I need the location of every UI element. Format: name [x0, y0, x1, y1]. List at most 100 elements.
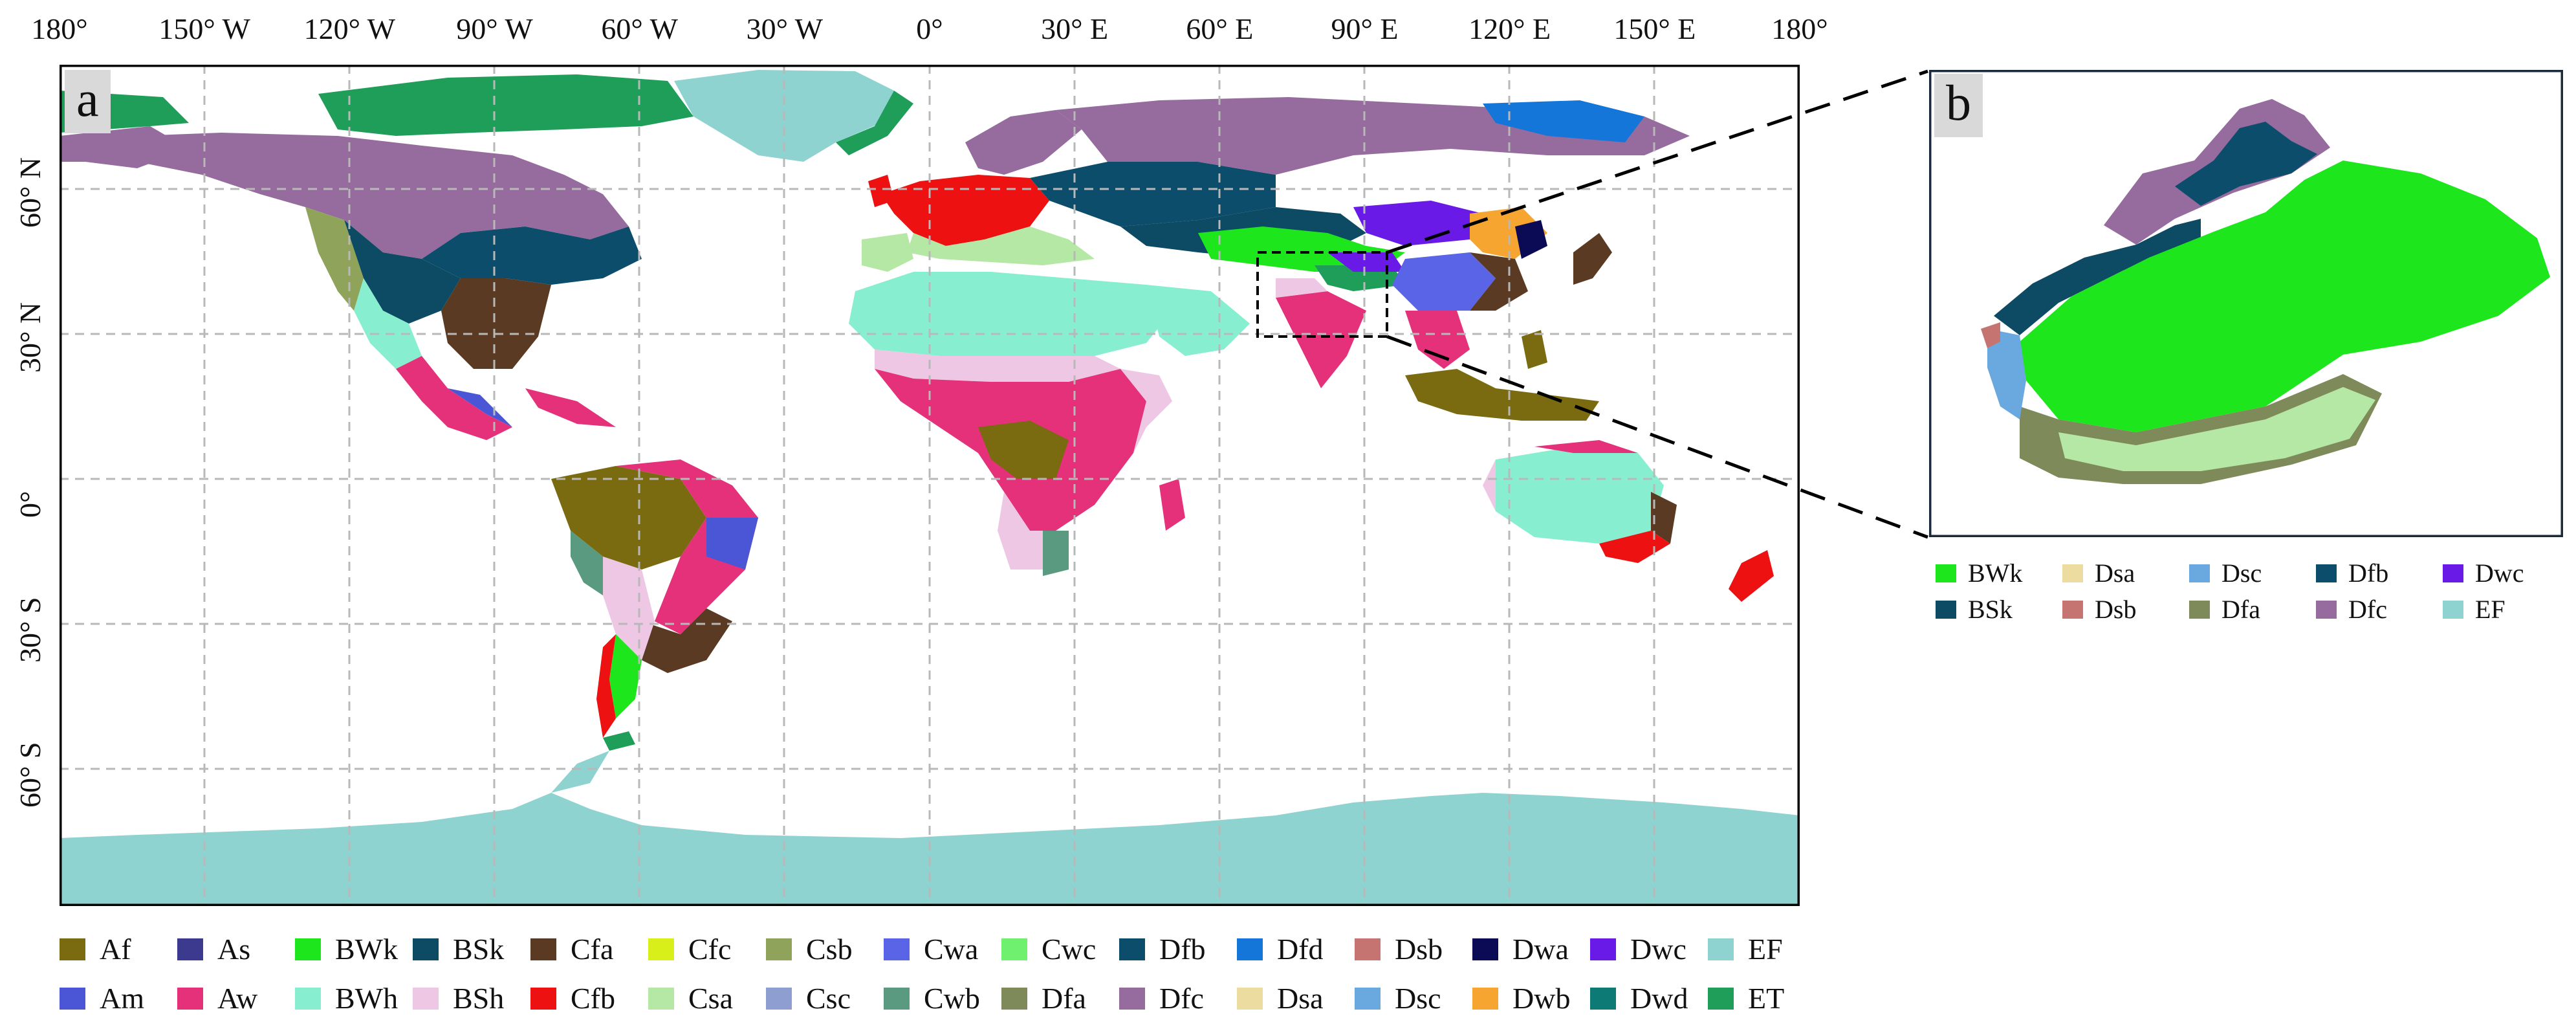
legend-label: Dsc: [1395, 982, 1441, 1015]
antarctic-peninsula: [551, 751, 609, 793]
legend-main-item-am: Am: [60, 981, 144, 1015]
patagonia-bwk: [609, 634, 642, 718]
legend-label: Dfa: [1042, 982, 1086, 1015]
legend-main-item-aw: Aw: [177, 981, 257, 1015]
legend-main-item-dsa: Dsa: [1237, 981, 1324, 1015]
legend-main-item-dfa: Dfa: [1001, 981, 1086, 1015]
patagonia-cfb: [596, 634, 616, 738]
australia-cfb: [1599, 531, 1670, 563]
legend-main-item-dsc: Dsc: [1355, 981, 1441, 1015]
panel-b-letter: b: [1934, 74, 1983, 137]
legend-label: ET: [1748, 982, 1785, 1015]
legend-swatch: [177, 938, 203, 960]
longitude-label: 180°: [31, 12, 88, 45]
legend-swatch: [1001, 987, 1027, 1010]
legend-swatch: [2316, 564, 2337, 582]
south-america-cwb: [571, 531, 603, 595]
legend-label: Cwa: [924, 933, 979, 966]
legend-inset-item-ef: EF: [2443, 594, 2505, 625]
legend-label: Csb: [806, 933, 853, 966]
legend-label: Aw: [217, 982, 258, 1015]
legend-main-item-csc: Csc: [766, 981, 851, 1015]
longitude-label: 150° W: [158, 12, 250, 45]
legend-label: Dfc: [1159, 982, 1204, 1015]
japan-cfa: [1573, 233, 1612, 285]
longitude-label: 90° W: [456, 12, 533, 45]
longitude-label: 0°: [916, 12, 943, 45]
legend-swatch: [413, 987, 439, 1010]
south-america-cfa: [642, 608, 732, 673]
legend-inset-item-dsa: Dsa: [2062, 558, 2135, 588]
legend-swatch: [1708, 938, 1734, 960]
legend-main-item-bwk: BWk: [295, 932, 398, 966]
legend-label: Cfc: [688, 933, 732, 966]
legend-label: Dwd: [1630, 982, 1688, 1015]
longitude-label: 30° W: [746, 12, 824, 45]
legend-label: EF: [1748, 933, 1783, 966]
legend-label: Dfb: [2348, 559, 2389, 588]
legend-swatch: [1472, 987, 1498, 1010]
legend-swatch: [1355, 987, 1381, 1010]
legend-swatch: [2443, 564, 2463, 582]
east-siberia-dfd: [1483, 100, 1644, 142]
legend-swatch: [884, 938, 910, 960]
legend-label: BSh: [453, 982, 505, 1015]
legend-label: Dfc: [2348, 595, 2387, 624]
inset-dsb-west: [1981, 322, 2000, 348]
legend-swatch: [2189, 564, 2210, 582]
legend-swatch: [648, 987, 674, 1010]
europe-dfb: [1030, 162, 1276, 227]
legend-label: EF: [2475, 595, 2505, 624]
longitude-label: 90° E: [1331, 12, 1399, 45]
legend-swatch: [884, 987, 910, 1010]
legend-swatch: [2189, 600, 2210, 619]
legend-swatch: [60, 938, 85, 960]
legend-main-item-csb: Csb: [766, 932, 853, 966]
legend-main-item-cwc: Cwc: [1001, 932, 1096, 966]
legend-label: Dsa: [1277, 982, 1324, 1015]
europe-cfb: [881, 175, 1049, 246]
legend-label: Dwc: [2475, 559, 2524, 588]
southern-africa-cwb: [1043, 531, 1069, 576]
legend-swatch: [295, 938, 321, 960]
legend-main-item-dwc: Dwc: [1590, 932, 1686, 966]
panel-a-letter: a: [65, 70, 111, 133]
legend-swatch: [766, 987, 792, 1010]
legend-label: Dwa: [1512, 933, 1569, 966]
legend-swatch: [530, 987, 556, 1010]
legend-label: Cwc: [1042, 933, 1097, 966]
mongolia-dwc: [1353, 201, 1483, 246]
north-america-bwh: [354, 278, 422, 369]
legend-main-item-cfc: Cfc: [648, 932, 731, 966]
legend-swatch: [1590, 987, 1616, 1010]
new-zealand-cfb: [1729, 550, 1774, 602]
legend-label: Dfb: [1159, 933, 1206, 966]
legend-label: As: [217, 933, 251, 966]
north-america-bsk: [344, 220, 461, 324]
legend-label: Cwb: [924, 982, 980, 1015]
legend-swatch: [295, 987, 321, 1010]
inset-csa-south: [2058, 387, 2375, 471]
legend-swatch: [1472, 938, 1498, 960]
legend-main-item-dfd: Dfd: [1237, 932, 1324, 966]
legend-swatch: [1708, 987, 1734, 1010]
legend-label: Csa: [688, 982, 733, 1015]
south-china-cwa: [1392, 252, 1496, 311]
legend-main-item-cfa: Cfa: [530, 932, 613, 966]
legend-swatch: [2062, 564, 2083, 582]
legend-swatch: [2062, 600, 2083, 619]
inset-bwk-basin: [2020, 160, 2550, 432]
australia-bsh: [1483, 459, 1496, 511]
legend-main-item-et: ET: [1708, 981, 1784, 1015]
southern-africa-bsh: [998, 492, 1056, 570]
congo-af: [978, 421, 1069, 479]
legend-main-item-dfb: Dfb: [1119, 932, 1206, 966]
legend-swatch: [766, 938, 792, 960]
north-america-cfa: [441, 278, 551, 369]
indonesia-af: [1405, 369, 1599, 421]
legend-swatch: [177, 987, 203, 1010]
legend-inset-item-dsb: Dsb: [2062, 594, 2136, 625]
legend-swatch: [1237, 987, 1263, 1010]
legend-inset-item-bsk: BSk: [1936, 594, 2013, 625]
caribbean-aw: [525, 388, 616, 427]
